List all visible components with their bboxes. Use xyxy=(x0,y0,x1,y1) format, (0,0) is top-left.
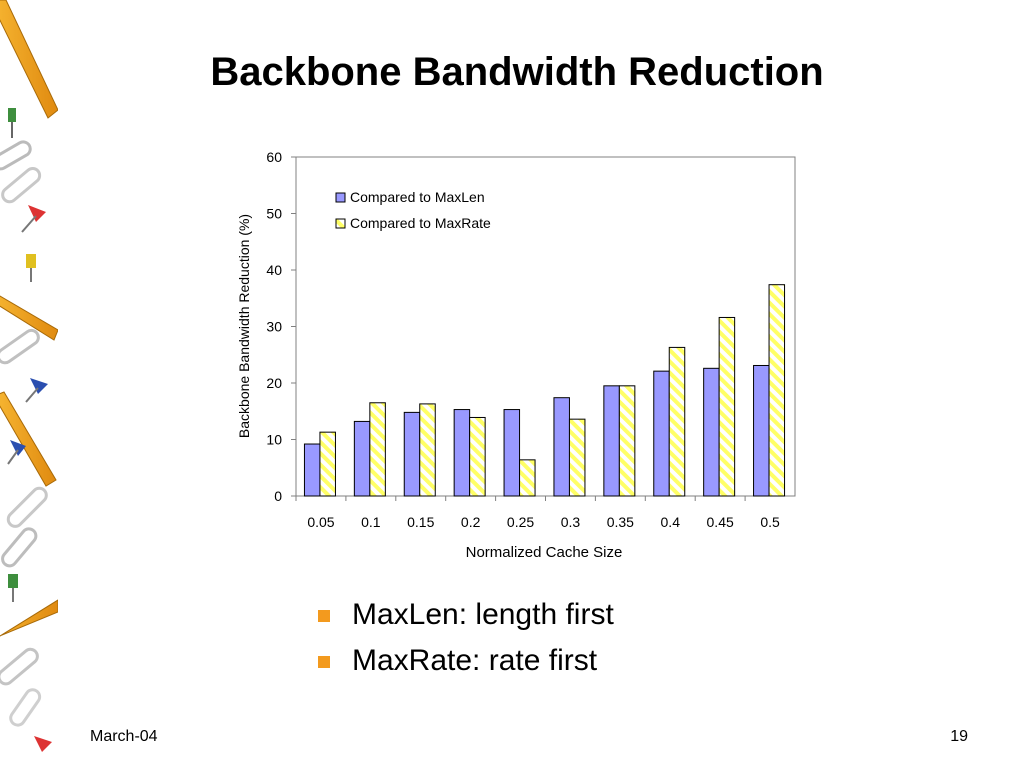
legend-label: Compared to MaxLen xyxy=(350,189,485,205)
y-tick-label: 40 xyxy=(266,262,282,278)
x-tick-label: 0.15 xyxy=(407,514,434,530)
bar-maxrate xyxy=(568,418,586,497)
pushpin-icon xyxy=(25,378,48,403)
bullet-list: MaxLen: length first MaxRate: rate first xyxy=(318,592,614,684)
paperclip-icon xyxy=(0,647,42,727)
x-tick-label: 0.05 xyxy=(307,514,334,530)
paperclip-icon xyxy=(0,328,40,365)
decorative-border xyxy=(0,0,58,752)
bar-maxlen xyxy=(353,420,371,497)
bullet-text: MaxLen: length first xyxy=(352,598,614,631)
x-tick-label: 0.25 xyxy=(507,514,534,530)
bar-maxlen xyxy=(403,411,421,497)
x-tick-label: 0.1 xyxy=(361,514,381,530)
legend-label: Compared to MaxRate xyxy=(350,215,491,231)
bar-maxrate xyxy=(718,316,736,497)
bar-maxlen xyxy=(553,397,570,497)
x-tick-label: 0.45 xyxy=(707,514,734,530)
bar-maxlen xyxy=(303,443,321,497)
legend-swatch xyxy=(335,218,346,229)
y-tick-label: 30 xyxy=(266,319,282,335)
bullet-square-icon xyxy=(318,610,330,622)
bullet-item: MaxLen: length first xyxy=(318,592,614,638)
x-tick-label: 0.35 xyxy=(607,514,634,530)
x-axis: 0.05 0.1 0.15 0.2 0.25 0.3 0.35 0.4 0.45 0.5 xyxy=(295,496,780,530)
y-tick-label: 60 xyxy=(266,149,282,165)
bullet-item: MaxRate: rate first xyxy=(318,638,614,684)
pencil-icon xyxy=(0,0,58,119)
x-tick-label: 0.2 xyxy=(461,514,481,530)
bar-maxlen xyxy=(453,409,471,497)
pushpin-icon xyxy=(8,108,16,138)
y-tick-label: 50 xyxy=(266,206,282,222)
page-number: 19 xyxy=(950,728,968,745)
bar-maxrate xyxy=(469,416,486,497)
bar-maxlen xyxy=(503,409,521,497)
bar-maxrate xyxy=(768,284,786,497)
pushpin-icon xyxy=(26,254,36,282)
paperclip-icon xyxy=(1,486,48,568)
bar-maxlen xyxy=(753,364,770,497)
bullet-text: MaxRate: rate first xyxy=(352,644,598,677)
x-tick-label: 0.3 xyxy=(561,514,581,530)
bar-maxrate xyxy=(668,346,686,497)
pencil-icon xyxy=(0,391,57,487)
y-tick-label: 0 xyxy=(274,488,282,504)
bar-maxrate xyxy=(369,402,386,497)
slide-title: Backbone Bandwidth Reduction xyxy=(210,50,824,94)
x-axis-label: Normalized Cache Size xyxy=(466,544,623,561)
bars-group xyxy=(303,284,786,497)
pushpin-icon xyxy=(7,440,26,465)
y-axis: 0 10 20 30 40 50 60 xyxy=(266,149,296,504)
legend: Compared to MaxLen Compared to MaxRate xyxy=(335,189,491,231)
legend-swatch xyxy=(335,192,346,203)
bar-maxrate xyxy=(519,459,536,497)
bar-maxrate xyxy=(618,385,636,497)
x-tick-label: 0.5 xyxy=(760,514,780,530)
pushpin-icon xyxy=(21,205,46,233)
footer-date: March-04 xyxy=(90,728,158,745)
x-tick-label: 0.4 xyxy=(661,514,681,530)
paperclip-icon xyxy=(0,140,42,204)
pushpin-icon xyxy=(8,574,18,602)
bar-maxrate xyxy=(419,403,436,497)
y-tick-label: 20 xyxy=(266,375,282,391)
pencil-icon xyxy=(0,599,58,637)
y-axis-label: Backbone Bandwidth Reduction (%) xyxy=(236,214,252,438)
bar-maxlen xyxy=(703,367,720,497)
bullet-square-icon xyxy=(318,656,330,668)
bar-maxrate xyxy=(319,431,336,497)
pencil-icon xyxy=(0,295,58,341)
bar-maxlen xyxy=(603,385,620,497)
pushpin-icon xyxy=(34,736,52,752)
y-tick-label: 10 xyxy=(266,432,282,448)
bar-maxlen xyxy=(653,370,670,497)
